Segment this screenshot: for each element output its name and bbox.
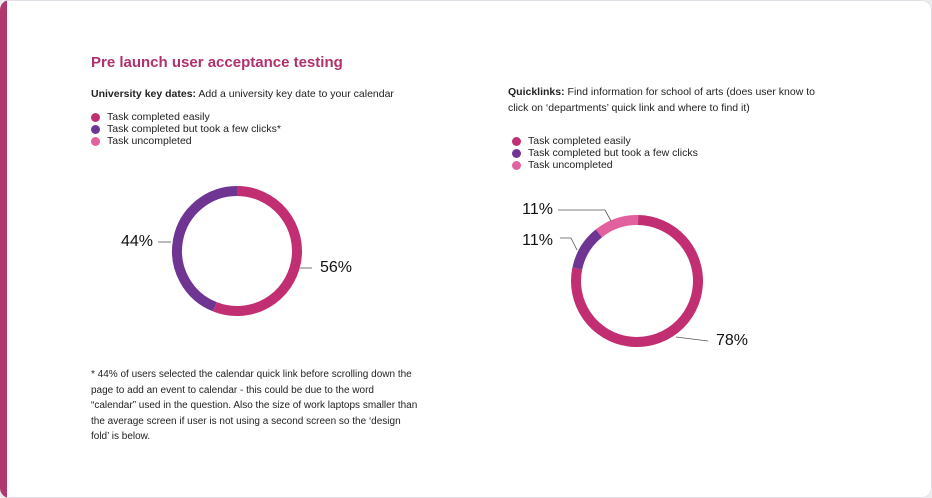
leader-line [560,237,578,251]
left-legend: Task completed easily Task completed but… [91,111,281,147]
legend-label: Task completed but took a few clicks [528,147,698,159]
donut-slice [595,215,639,238]
legend-swatch [512,136,521,146]
legend-item: Task completed but took a few clicks* [91,123,281,135]
left-subtitle-bold: University key dates: [91,88,197,100]
left-subtitle-rest: Add a university key date to your calend… [196,88,394,100]
slice-percent-label: 56% [320,259,352,276]
accent-bar [0,0,7,498]
legend-item: Task uncompleted [512,159,698,171]
legend-label: Task completed easily [528,135,631,147]
legend-swatch [512,148,521,158]
legend-swatch [512,160,521,170]
legend-swatch [91,124,100,134]
leader-line [675,336,709,342]
legend-item: Task completed but took a few clicks [512,147,698,159]
legend-label: Task completed but took a few clicks* [107,123,281,135]
right-legend: Task completed easily Task completed but… [512,135,698,171]
legend-label: Task uncompleted [528,159,613,171]
slice-percent-label: 44% [121,233,153,250]
left-chart-subtitle: University key dates: Add a university k… [91,86,394,102]
legend-swatch [91,136,100,146]
leader-line [558,209,612,222]
right-subtitle-rest: Find information for school of arts (doe… [508,86,815,114]
slice-percent-label: 78% [716,332,748,349]
slice-percent-label: 11% [522,232,553,249]
page-title: Pre launch user acceptance testing [91,54,343,71]
donut-slice [572,229,603,270]
legend-item: Task uncompleted [91,135,281,147]
donut-slice [172,186,238,312]
donut-slice [571,215,703,347]
legend-swatch [91,112,100,122]
legend-label: Task completed easily [107,111,210,123]
right-subtitle-bold: Quicklinks: [508,86,565,98]
right-chart-subtitle: Quicklinks: Find information for school … [508,84,828,116]
legend-item: Task completed easily [91,111,281,123]
footnote: * 44% of users selected the calendar qui… [91,369,418,442]
legend-label: Task uncompleted [107,135,192,147]
slice-percent-label: 11% [522,201,553,218]
legend-item: Task completed easily [512,135,698,147]
donut-slice [213,186,302,316]
